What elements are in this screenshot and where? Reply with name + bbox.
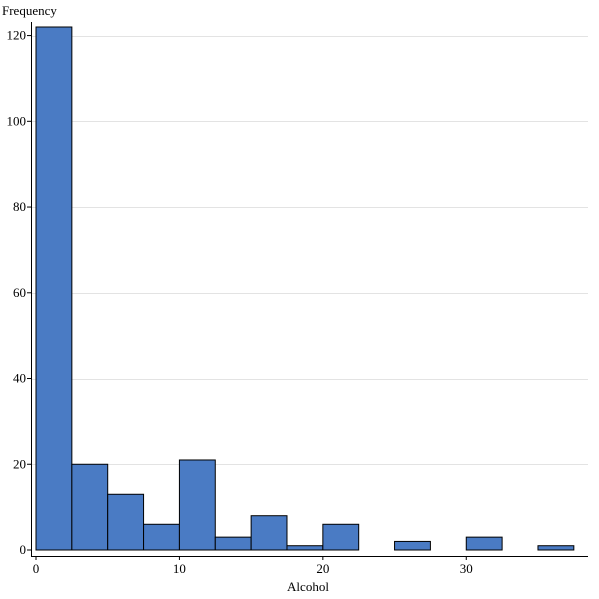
grid-lines	[31, 36, 588, 465]
y-tick-label: 40	[13, 371, 26, 386]
histogram-bar-2	[107, 493, 145, 551]
axes	[31, 22, 588, 557]
y-tick-label: 80	[13, 199, 26, 214]
histogram-bar-14	[537, 545, 575, 551]
x-tick-label: 0	[33, 561, 40, 576]
x-axis-ticks: 0 10 20 30	[33, 556, 473, 576]
y-axis-label: Frequency	[2, 3, 57, 18]
y-tick-label: 60	[13, 285, 26, 300]
y-tick-label: 120	[7, 28, 27, 43]
y-tick-label: 0	[20, 542, 27, 557]
histogram-bar-5	[214, 536, 252, 551]
x-tick-label: 20	[316, 561, 329, 576]
y-tick-label: 100	[7, 113, 27, 128]
histogram-bar-7	[286, 545, 324, 551]
histogram-bar-6	[250, 515, 288, 551]
histogram-bar-3	[143, 523, 180, 551]
y-axis-ticks: 0 20 40 60 80 100 120	[7, 28, 31, 557]
x-tick-label: 30	[460, 561, 473, 576]
histogram-bar-1	[71, 463, 109, 551]
histogram-bar-4	[178, 459, 216, 551]
histogram-bars	[35, 26, 575, 551]
x-tick-label: 10	[173, 561, 186, 576]
x-axis-label: Alcohol	[287, 579, 329, 594]
histogram-bar-12	[465, 536, 503, 551]
histogram-bar-10	[394, 540, 431, 551]
y-tick-label: 20	[13, 456, 26, 471]
histogram-bar-8	[322, 523, 360, 551]
histogram-bar-0	[35, 26, 73, 551]
